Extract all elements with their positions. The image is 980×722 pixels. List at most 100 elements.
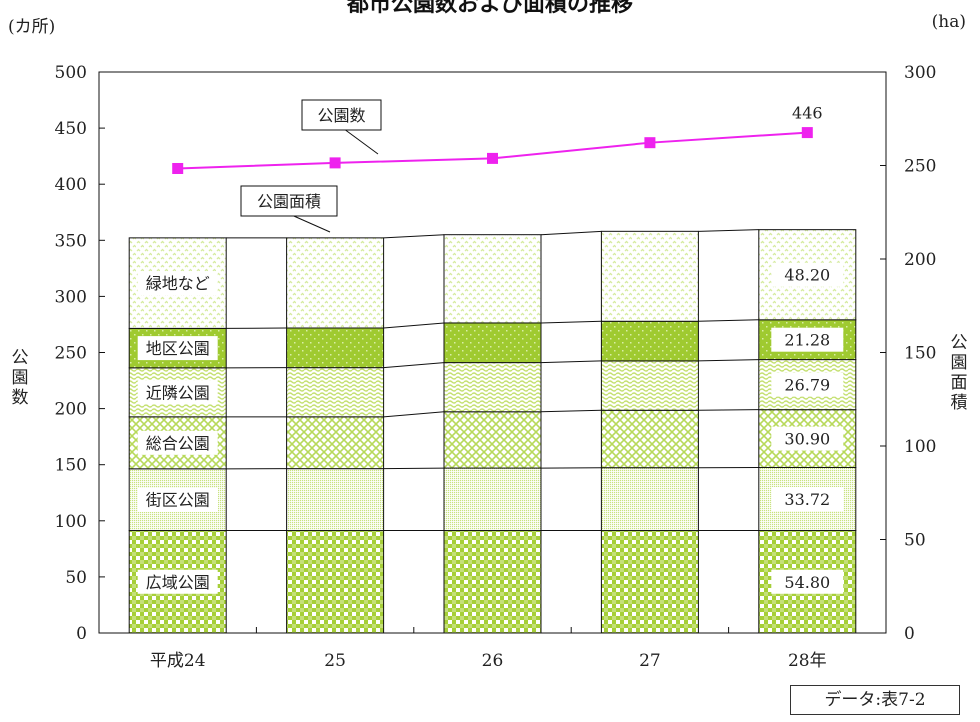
- bar-segment: [600, 530, 699, 634]
- park-count-point: [487, 152, 498, 164]
- left-axis-label: 公園数: [11, 348, 29, 408]
- value-label: 48.20: [771, 262, 844, 287]
- right-tick-label: 150: [904, 344, 936, 364]
- connector-line: [383, 467, 445, 470]
- park-count-point: [644, 137, 656, 149]
- connector-line: [383, 362, 445, 369]
- park-count-callout: 公園数: [301, 99, 382, 155]
- bar-segment: [443, 234, 542, 324]
- x-tick-label: 28年: [788, 651, 827, 671]
- svg-text:54.80: 54.80: [784, 573, 830, 592]
- value-label: 54.80: [771, 569, 844, 594]
- right-tick-label: 0: [904, 624, 915, 644]
- connector-line: [540, 320, 602, 324]
- bar-segment: [286, 367, 385, 418]
- series-label: 近隣公園: [137, 380, 218, 405]
- bar-segment: [600, 320, 699, 362]
- chart-title: 都市公園数および面積の推移: [346, 0, 633, 17]
- bar-segment: [443, 530, 542, 634]
- value-label: 21.28: [771, 327, 844, 352]
- left-tick-label: 300: [55, 287, 87, 307]
- svg-text:総合公園: 総合公園: [146, 434, 210, 453]
- bar-segment: [443, 322, 542, 364]
- connector-line: [383, 234, 445, 239]
- right-tick-label: 100: [904, 437, 936, 457]
- svg-text:地区公園: 地区公園: [146, 339, 210, 358]
- series-label: 地区公園: [137, 336, 218, 361]
- svg-text:街区公園: 街区公園: [146, 491, 210, 510]
- svg-text:公園面積: 公園面積: [257, 192, 321, 211]
- bars-layer: [128, 229, 857, 634]
- connector-line: [698, 229, 759, 232]
- series-label: 広域公園: [137, 569, 218, 594]
- svg-text:21.28: 21.28: [784, 331, 830, 350]
- axes-layer: 0 50 100 150 200 250 300 350 400 450 500 0 50 100 150 2…: [55, 63, 937, 671]
- svg-text:26.79: 26.79: [784, 376, 830, 395]
- svg-text:48.20: 48.20: [784, 266, 830, 285]
- bar-segment: [600, 360, 699, 411]
- park-count-point: [801, 127, 813, 139]
- park-area-callout: 公園面積: [240, 185, 338, 233]
- connector-line: [698, 359, 759, 362]
- bar-segment: [600, 230, 699, 322]
- value-label: 26.79: [771, 372, 844, 397]
- connector-line: [383, 322, 445, 329]
- right-tick-label: 250: [904, 157, 936, 177]
- connector-line: [540, 230, 602, 236]
- connector-line: [698, 319, 759, 322]
- svg-text:近隣公園: 近隣公園: [146, 383, 210, 402]
- bar-segment: [443, 467, 542, 532]
- bar-segment: [286, 237, 385, 329]
- last-point-label: 446: [792, 104, 823, 123]
- park-count-point: [329, 157, 341, 169]
- svg-text:緑地など: 緑地など: [146, 274, 210, 293]
- bar-segment: [286, 468, 385, 532]
- left-tick-label: 500: [55, 63, 87, 83]
- svg-text:30.90: 30.90: [784, 430, 830, 449]
- connector-lines: [226, 229, 759, 532]
- park-count-point: [172, 162, 184, 174]
- value-label: 33.72: [771, 486, 844, 511]
- right-axis-label: 公園面積: [950, 333, 968, 413]
- bar-segment: [443, 362, 542, 413]
- series-label: 総合公園: [137, 430, 218, 455]
- connector-line: [540, 360, 602, 364]
- series-label: 緑地など: [137, 271, 218, 296]
- left-tick-label: 200: [55, 400, 87, 420]
- connector-line: [383, 411, 445, 418]
- x-tick-label: 27: [639, 651, 661, 671]
- right-tick-label: 300: [904, 63, 936, 83]
- right-axis-unit: (ha): [931, 12, 966, 32]
- bar-segment: [286, 416, 385, 470]
- left-tick-label: 350: [55, 231, 87, 251]
- left-tick-label: 50: [65, 568, 87, 588]
- bar-segment: [286, 530, 385, 634]
- park-count-layer: 446: [172, 104, 823, 174]
- left-tick-label: 450: [55, 119, 87, 139]
- left-tick-label: 0: [76, 624, 87, 644]
- bar-segment: [286, 327, 385, 369]
- bar-segment: [600, 409, 699, 469]
- x-tick-label: 26: [482, 651, 504, 671]
- value-label: 30.90: [771, 426, 844, 451]
- connector-line: [540, 409, 602, 413]
- left-axis-unit: (カ所): [8, 17, 56, 37]
- connector-line: [698, 409, 759, 411]
- bar-segment: [443, 411, 542, 469]
- right-tick-label: 200: [904, 250, 936, 270]
- left-tick-label: 100: [55, 512, 87, 532]
- annotations-layer: 広域公園 街区公園 総合公園 近隣公園 地区公園 緑地など 54.80 33.72 30.90 2…: [137, 99, 844, 594]
- x-tick-label: 平成24: [150, 651, 206, 671]
- x-tick-label: 25: [324, 651, 346, 671]
- svg-text:広域公園: 広域公園: [146, 573, 210, 592]
- left-tick-label: 150: [55, 456, 87, 476]
- svg-text:公園数: 公園数: [317, 106, 365, 125]
- svg-text:33.72: 33.72: [784, 490, 830, 509]
- left-tick-label: 250: [55, 344, 87, 364]
- bar-segment: [600, 467, 699, 532]
- series-label: 街区公園: [137, 487, 218, 512]
- source-note: データ:表7-2: [790, 685, 960, 715]
- right-tick-label: 50: [904, 531, 926, 551]
- left-tick-label: 400: [55, 175, 87, 195]
